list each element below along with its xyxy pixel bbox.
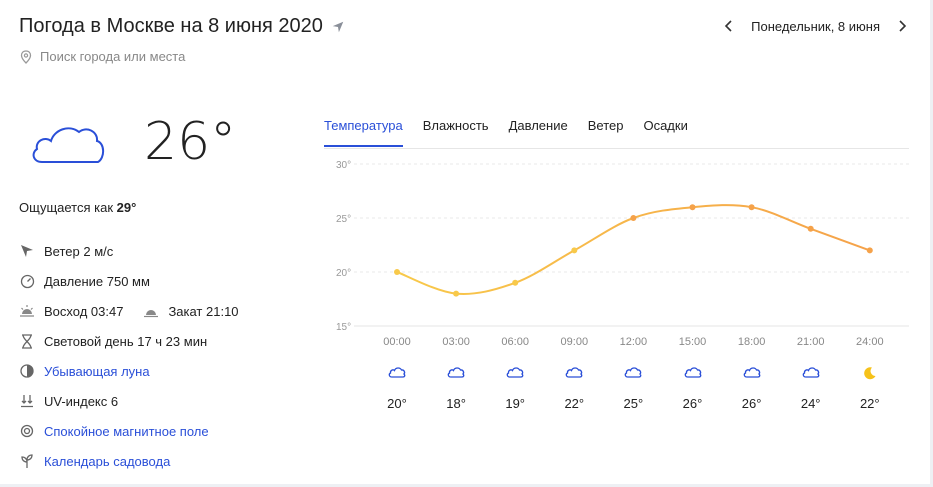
sprout-icon bbox=[19, 453, 35, 469]
wind-direction-icon bbox=[19, 243, 35, 259]
data-point[interactable] bbox=[512, 279, 519, 286]
cloud-icon bbox=[786, 366, 836, 384]
details-list: Ветер 2 м/с Давление 750 мм Восход 03:47… bbox=[19, 236, 239, 476]
chart-tabs: Температура Влажность Давление Ветер Оса… bbox=[324, 118, 688, 147]
data-point[interactable] bbox=[630, 215, 637, 221]
temperature-value: 25° bbox=[623, 396, 644, 411]
chevron-left-icon[interactable] bbox=[721, 18, 737, 34]
page-title-text: Погода в Москве на 8 июня 2020 bbox=[19, 15, 323, 37]
tab-humidity[interactable]: Влажность bbox=[422, 118, 489, 133]
moon-link[interactable]: Убывающая луна bbox=[44, 363, 150, 379]
sunrise-text: Восход 03:47 bbox=[44, 303, 124, 319]
map-pin-icon bbox=[20, 49, 32, 64]
data-point[interactable] bbox=[748, 204, 755, 211]
pressure-row: Давление 750 мм bbox=[19, 266, 239, 296]
feels-like-value: 29° bbox=[116, 200, 137, 215]
search-input[interactable]: Поиск города или места bbox=[40, 49, 186, 64]
data-point[interactable] bbox=[689, 204, 696, 211]
daylight-text: Световой день 17 ч 23 мин bbox=[44, 333, 208, 349]
chevron-right-icon[interactable] bbox=[894, 18, 910, 34]
y-tick-label: 15° bbox=[336, 322, 351, 333]
moon-phase-icon bbox=[19, 363, 35, 379]
tab-precipitation[interactable]: Осадки bbox=[643, 118, 688, 133]
cloud-icon bbox=[549, 366, 599, 384]
temperature-value: 24° bbox=[800, 396, 821, 411]
hourglass-icon bbox=[19, 333, 35, 349]
feels-like-label: Ощущается как bbox=[19, 200, 114, 215]
time-label: 06:00 bbox=[501, 336, 529, 348]
wind-text: Ветер 2 м/с bbox=[44, 243, 114, 259]
sunset-text: Закат 21:10 bbox=[168, 303, 239, 319]
data-point[interactable] bbox=[866, 247, 873, 254]
search-field[interactable]: Поиск города или места bbox=[20, 49, 185, 64]
tab-temperature[interactable]: Температура bbox=[324, 118, 403, 147]
feels-like: Ощущается как 29° bbox=[19, 200, 136, 215]
sunset-icon bbox=[143, 303, 159, 319]
temperature-value: 22° bbox=[564, 396, 585, 411]
time-label: 15:00 bbox=[678, 336, 707, 348]
current-temperature: 26° bbox=[144, 112, 237, 172]
temperature-value: 26° bbox=[741, 396, 762, 411]
wind-row: Ветер 2 м/с bbox=[19, 236, 239, 266]
cloud-icon bbox=[431, 366, 481, 384]
temperature-value: 22° bbox=[859, 396, 880, 411]
tab-divider bbox=[324, 148, 909, 149]
magnetic-link[interactable]: Спокойное магнитное поле bbox=[44, 423, 209, 439]
time-label: 00:00 bbox=[383, 336, 411, 348]
daylight-row: Световой день 17 ч 23 мин bbox=[19, 326, 239, 356]
y-tick-label: 20° bbox=[336, 268, 351, 279]
data-point[interactable] bbox=[571, 247, 578, 254]
temperature-value: 19° bbox=[505, 396, 526, 411]
moon-row[interactable]: Убывающая луна bbox=[19, 356, 239, 386]
y-tick-label: 25° bbox=[336, 214, 351, 225]
garden-row[interactable]: Календарь садовода bbox=[19, 446, 239, 476]
time-label: 24:00 bbox=[856, 336, 884, 348]
location-arrow-icon[interactable] bbox=[331, 20, 345, 34]
time-label: 03:00 bbox=[442, 336, 470, 348]
data-point[interactable] bbox=[394, 269, 400, 275]
magnetic-row[interactable]: Спокойное магнитное поле bbox=[19, 416, 239, 446]
tab-wind[interactable]: Ветер bbox=[587, 118, 624, 133]
time-label: 09:00 bbox=[560, 336, 589, 348]
cloud-icon bbox=[372, 366, 422, 384]
tab-pressure[interactable]: Давление bbox=[508, 118, 568, 133]
date-label: Понедельник, 8 июня bbox=[751, 18, 880, 34]
magnetic-field-icon bbox=[19, 423, 35, 439]
page-title: Погода в Москве на 8 июня 2020 bbox=[19, 15, 345, 38]
cloud-icon bbox=[668, 366, 718, 384]
current-weather: 26° bbox=[28, 112, 236, 172]
uv-row: UV-индекс 6 bbox=[19, 386, 239, 416]
data-point[interactable] bbox=[453, 290, 460, 297]
time-label: 21:00 bbox=[796, 336, 825, 348]
uv-text: UV-индекс 6 bbox=[44, 393, 119, 409]
temperature-value: 20° bbox=[387, 396, 407, 411]
sunrise-icon bbox=[19, 303, 35, 319]
sun-row: Восход 03:47 Закат 21:10 bbox=[19, 296, 239, 326]
gauge-icon bbox=[19, 273, 35, 289]
data-point[interactable] bbox=[807, 225, 814, 232]
garden-link[interactable]: Календарь садовода bbox=[44, 453, 171, 469]
y-tick-label: 30° bbox=[336, 160, 351, 171]
time-label: 12:00 bbox=[619, 336, 648, 348]
time-label: 18:00 bbox=[737, 336, 766, 348]
cloud-icon bbox=[727, 366, 777, 384]
temperature-value: 18° bbox=[446, 396, 466, 411]
cloud-icon bbox=[608, 366, 658, 384]
pressure-text: Давление 750 мм bbox=[44, 273, 150, 289]
uv-arrows-icon bbox=[19, 393, 35, 409]
cloud-icon bbox=[32, 127, 105, 163]
moon-icon bbox=[845, 366, 895, 384]
date-navigation: Понедельник, 8 июня bbox=[721, 18, 910, 34]
temperature-chart: 30° 25° 20° 15° bbox=[336, 160, 909, 333]
cloud-icon bbox=[490, 366, 540, 384]
temperature-value: 26° bbox=[682, 396, 703, 411]
